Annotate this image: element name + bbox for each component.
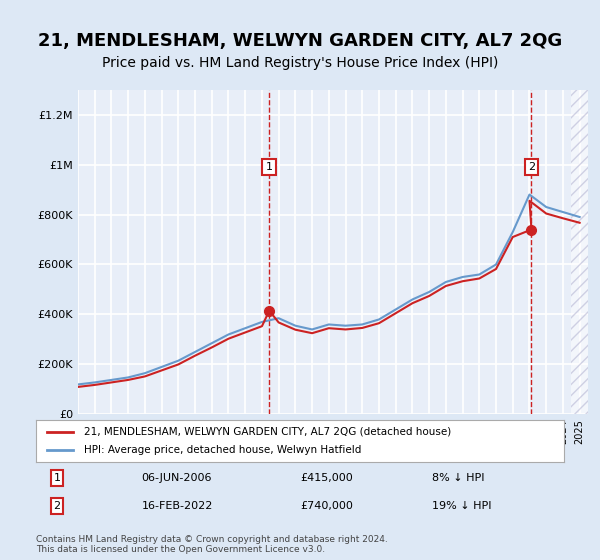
Text: 21, MENDLESHAM, WELWYN GARDEN CITY, AL7 2QG: 21, MENDLESHAM, WELWYN GARDEN CITY, AL7 … [38, 32, 562, 50]
Text: 21, MENDLESHAM, WELWYN GARDEN CITY, AL7 2QG (detached house): 21, MENDLESHAM, WELWYN GARDEN CITY, AL7 … [83, 427, 451, 437]
Text: HPI: Average price, detached house, Welwyn Hatfield: HPI: Average price, detached house, Welw… [83, 445, 361, 455]
Text: 1: 1 [53, 473, 61, 483]
Text: 19% ↓ HPI: 19% ↓ HPI [432, 501, 491, 511]
Text: 2: 2 [528, 162, 535, 172]
Text: Contains HM Land Registry data © Crown copyright and database right 2024.
This d: Contains HM Land Registry data © Crown c… [36, 535, 388, 554]
Text: 16-FEB-2022: 16-FEB-2022 [142, 501, 213, 511]
Text: 8% ↓ HPI: 8% ↓ HPI [432, 473, 485, 483]
Text: 1: 1 [266, 162, 273, 172]
Text: £415,000: £415,000 [300, 473, 353, 483]
Text: Price paid vs. HM Land Registry's House Price Index (HPI): Price paid vs. HM Land Registry's House … [102, 56, 498, 70]
Text: 2: 2 [53, 501, 61, 511]
Text: 06-JUN-2006: 06-JUN-2006 [142, 473, 212, 483]
Bar [571, 90, 588, 414]
Text: £740,000: £740,000 [300, 501, 353, 511]
